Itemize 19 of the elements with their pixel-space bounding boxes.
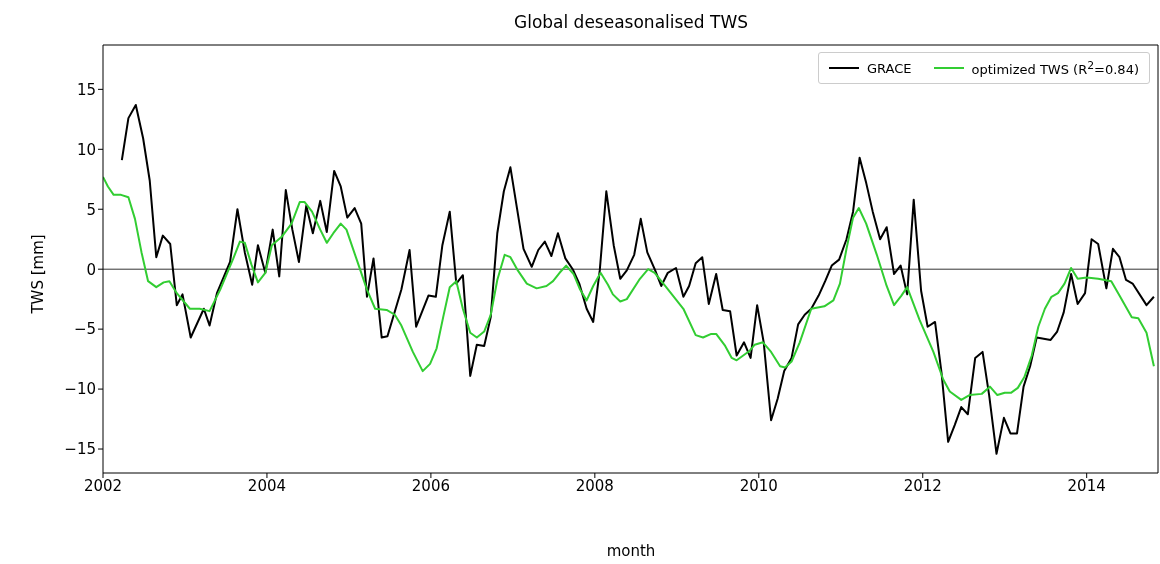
y-tick-label: 5 [86, 200, 96, 219]
y-tick-label: 0 [86, 260, 96, 279]
y-tick-label: −10 [64, 380, 96, 399]
y-tick-label: −5 [73, 320, 96, 339]
legend-label: optimized TWS (R$^{2}$=0.84) [971, 59, 1139, 78]
x-tick-label: 2014 [1067, 476, 1106, 495]
legend-label: GRACE [866, 60, 912, 76]
x-tick-label: 2002 [83, 476, 123, 495]
y-axis-title: TWS [mm] [29, 234, 47, 314]
x-tick-label: 2010 [739, 476, 778, 495]
chart-title: Global deseasonalised TWS [513, 12, 749, 32]
y-tick-label: −15 [64, 440, 96, 459]
x-tick-label: 2008 [575, 476, 614, 495]
x-tick-label: 2012 [903, 476, 942, 495]
y-tick-label: 10 [76, 140, 96, 159]
x-tick-label: 2006 [411, 476, 450, 495]
y-tick-label: 15 [76, 80, 96, 99]
x-axis-title: month [605, 542, 657, 560]
x-tick-label: 2004 [247, 476, 287, 495]
